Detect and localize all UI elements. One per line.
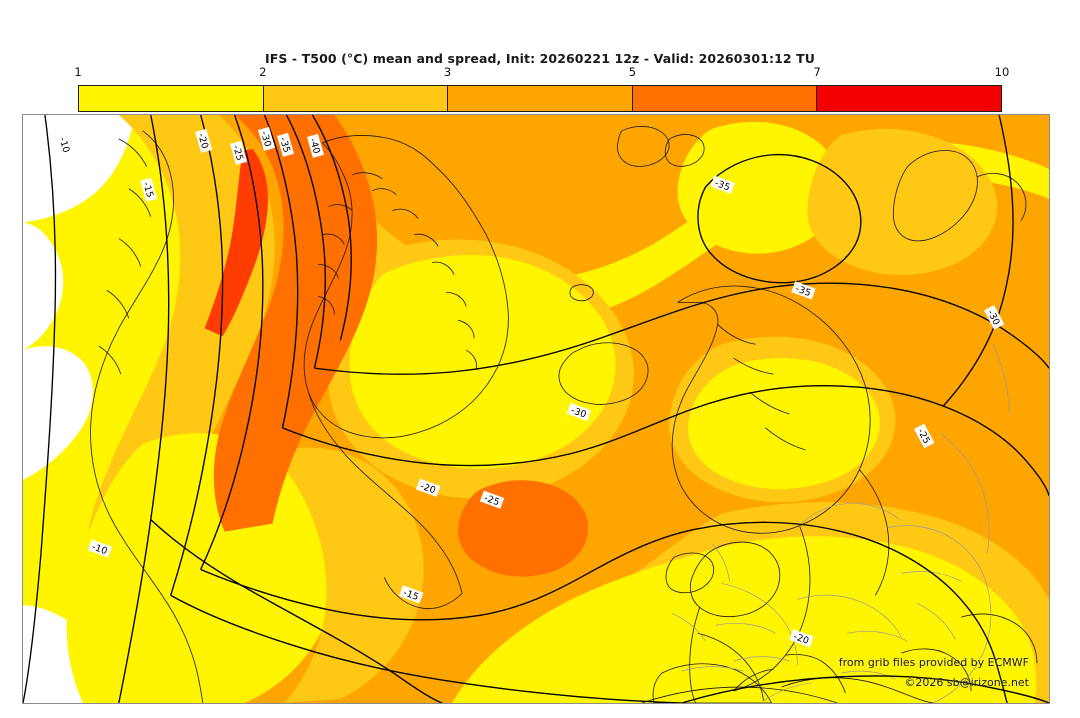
page-title: IFS - T500 (°C) mean and spread, Init: 2… — [264, 51, 816, 66]
contour-label: -35 — [791, 281, 816, 300]
svg-text:-25: -25 — [483, 493, 502, 509]
contour-label: -35 — [276, 132, 295, 157]
contour--30 — [263, 115, 299, 429]
svg-text:-10: -10 — [57, 136, 72, 154]
spread-inner-lighter-patches — [66, 121, 1049, 703]
contour--25 — [200, 115, 264, 570]
svg-text:-35: -35 — [794, 283, 813, 299]
credit-copyright: ©2026 sb@irizone.net — [904, 676, 1029, 689]
contour-label: -15 — [399, 585, 424, 604]
svg-text:-15: -15 — [402, 587, 421, 603]
colorbar-segment-1-2 — [79, 86, 264, 111]
spread-core-red — [204, 148, 268, 337]
svg-text:-40: -40 — [307, 137, 322, 155]
colorbar-tick-3: 3 — [443, 65, 452, 79]
contour-label: -15 — [140, 177, 158, 202]
colorbar-segment-2-3 — [263, 86, 449, 111]
svg-text:-35: -35 — [277, 136, 292, 154]
contour--15 — [118, 115, 170, 703]
svg-text:-20: -20 — [195, 132, 210, 150]
credit-source: from grib files provided by ECMWF — [838, 656, 1029, 669]
political-borders — [671, 344, 1010, 703]
contour-label: -25 — [479, 490, 505, 509]
mean-contours — [23, 115, 1049, 703]
contour--10 — [23, 115, 57, 703]
contour--40 — [311, 115, 352, 341]
contour--20 — [170, 115, 224, 596]
contour-label: -40 — [306, 133, 324, 158]
contour-label: -20 — [195, 128, 213, 153]
colorbar: 1 2 3 5 7 10 — [74, 65, 1009, 112]
colorbar-tick-1: 1 — [74, 65, 82, 79]
svg-text:-10: -10 — [90, 542, 109, 558]
contour-label: -10 — [56, 132, 74, 157]
colorbar-tick-7: 7 — [813, 65, 821, 79]
svg-text:-15: -15 — [140, 181, 155, 199]
map-panel[interactable]: -10 -10 -15 -15 -20 -20 -20 -25 -25 -25 -30 -30 -30-… — [22, 114, 1050, 704]
svg-text:-20: -20 — [419, 481, 438, 497]
contour-label: -35 — [710, 175, 735, 194]
colorbar-segment-7-10 — [817, 86, 1001, 111]
colorbar-tick-10: 10 — [994, 65, 1010, 79]
contour-label: -25 — [230, 140, 248, 165]
colorbar-tick-2: 2 — [259, 65, 267, 79]
contour-label: -10 — [87, 539, 113, 558]
svg-text:-30: -30 — [258, 130, 273, 148]
colorbar-segment-3-5 — [448, 86, 633, 111]
contour-label: -30 — [566, 402, 592, 422]
spread-map: -10-10-15-15-20-20-20-25-25-25-30-30-30-… — [23, 115, 1049, 703]
colorbar-gradient — [78, 85, 1002, 112]
colorbar-tick-5: 5 — [628, 65, 637, 79]
colorbar-segment-5-7 — [632, 86, 818, 111]
contour--35 — [285, 115, 326, 369]
svg-text:-30: -30 — [569, 405, 588, 421]
contour-label: -20 — [789, 629, 814, 648]
contour-label: -20 — [416, 478, 441, 497]
svg-text:-35: -35 — [713, 178, 732, 194]
svg-text:-20: -20 — [792, 631, 811, 647]
contour-labels: -10-10-15-15-20-20-20-25-25-25-30-30-30-… — [56, 126, 1005, 648]
svg-text:-25: -25 — [230, 144, 245, 162]
contour-label: -30 — [258, 126, 276, 151]
contour--35-closed — [697, 153, 862, 284]
